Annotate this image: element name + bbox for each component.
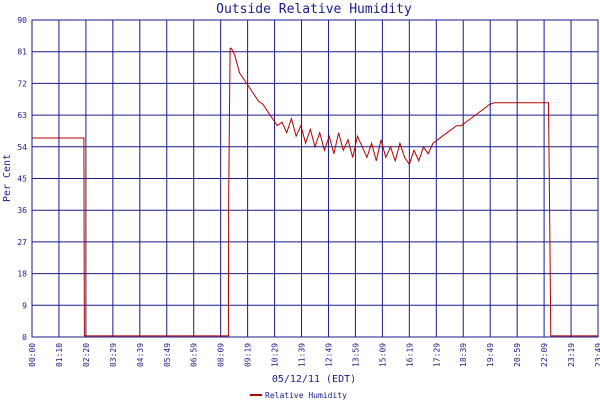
x-tick-label: 08:09 xyxy=(217,343,226,367)
x-tick-label: 10:29 xyxy=(271,343,280,367)
x-tick-label: 12:49 xyxy=(324,343,333,367)
y-tick-label: 0 xyxy=(22,333,27,342)
x-tick-label: 15:09 xyxy=(378,343,387,367)
y-tick-labels: 0 9 18 27 36 45 54 63 72 81 90 xyxy=(17,16,27,342)
x-tick-label: 01:10 xyxy=(55,343,64,367)
y-tick-label: 45 xyxy=(17,175,27,184)
x-tick-label: 23:49 xyxy=(594,343,600,367)
series-layer xyxy=(32,47,598,337)
x-tick-label: 19:49 xyxy=(486,343,495,367)
x-axis-label: 05/12/11 (EDT) xyxy=(272,374,356,385)
x-tick-label: 05:49 xyxy=(163,343,172,367)
y-tick-label: 18 xyxy=(17,270,27,279)
x-tick-label: 11:39 xyxy=(298,343,307,367)
x-tick-label: 20:59 xyxy=(513,343,522,367)
x-tick-label: 06:59 xyxy=(190,343,199,367)
x-tick-label: 16:19 xyxy=(405,343,414,367)
x-tick-label: 04:39 xyxy=(136,343,145,367)
x-tick-label: 17:29 xyxy=(432,343,441,367)
y-tick-label: 9 xyxy=(22,301,27,310)
chart-title: Outside Relative Humidity xyxy=(216,2,412,17)
x-tick-label: 03:29 xyxy=(109,343,118,367)
x-tick-label: 13:59 xyxy=(351,343,360,367)
x-tick-label: 00:00 xyxy=(28,343,37,367)
y-tick-label: 72 xyxy=(17,79,27,88)
y-tick-label: 36 xyxy=(17,206,27,215)
x-tick-label: 22:09 xyxy=(540,343,549,367)
legend-label: Relative Humidity xyxy=(265,391,347,400)
x-tick-labels: 00:00 01:10 02:20 03:29 04:39 05:49 06:59 08:09… xyxy=(28,343,600,367)
y-tick-label: 54 xyxy=(17,143,27,152)
legend: Relative Humidity xyxy=(250,391,347,400)
y-axis-label: Per Cent xyxy=(2,154,13,202)
x-tick-label: 09:19 xyxy=(244,343,253,367)
series-line-0 xyxy=(32,47,598,337)
plot-border xyxy=(31,19,599,338)
x-tick-label: 18:39 xyxy=(459,343,468,367)
y-tick-label: 90 xyxy=(17,16,27,25)
x-tick-label: 02:20 xyxy=(82,343,91,367)
x-tick-label: 23:19 xyxy=(567,343,576,367)
y-tick-label: 63 xyxy=(17,111,27,120)
y-tick-label: 81 xyxy=(17,48,27,57)
y-tick-label: 27 xyxy=(17,238,27,247)
